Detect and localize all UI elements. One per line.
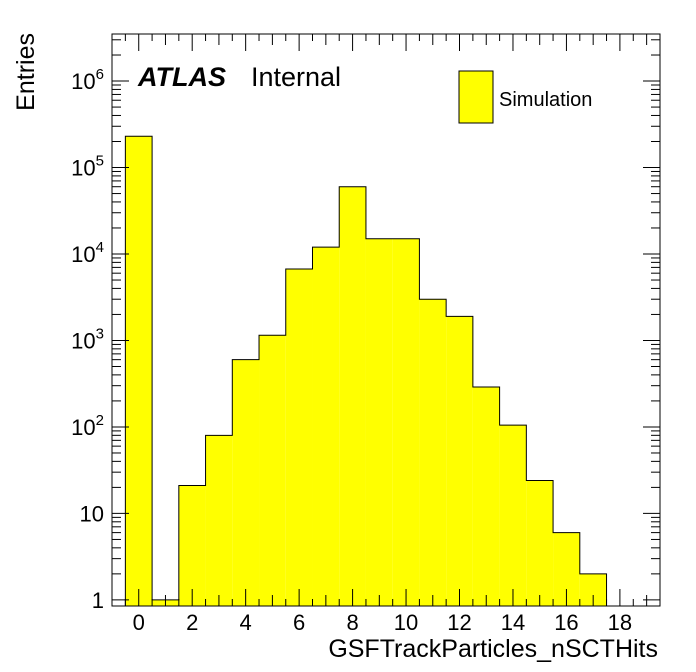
histogram-bar-2 <box>178 485 206 606</box>
y-tick-label: 105 <box>71 153 104 181</box>
plot-frame-border <box>111 33 661 607</box>
x-tick-label: 18 <box>608 610 632 635</box>
x-tick-label: 0 <box>133 610 145 635</box>
histogram-bar-11 <box>419 299 447 606</box>
histogram-bar-10 <box>392 238 420 607</box>
x-tick-label: 16 <box>554 610 578 635</box>
x-tick-label: 4 <box>240 610 252 635</box>
x-tick-label: 2 <box>186 610 198 635</box>
legend-label-simulation: Simulation <box>499 89 592 111</box>
histogram-bar-9 <box>365 238 393 607</box>
x-axis-title: GSFTrackParticles_nSCTHits <box>328 635 658 663</box>
histogram-bar-12 <box>446 316 473 606</box>
y-axis-title: Entries <box>12 33 40 111</box>
y-tick-label: 102 <box>71 412 104 440</box>
histogram-bar-4 <box>232 359 260 606</box>
x-tick-label: 14 <box>501 610 525 635</box>
histogram-bars <box>124 135 608 607</box>
histogram-bar-8 <box>339 186 366 606</box>
y-tick-label: 106 <box>71 66 104 94</box>
y-tick-label: 10 <box>80 501 104 526</box>
y-tick-label: 103 <box>71 325 104 353</box>
x-tick-label: 10 <box>394 610 418 635</box>
histogram-bar-5 <box>259 335 286 606</box>
y-tick-label: 1 <box>92 588 104 613</box>
histogram-bar-7 <box>312 247 340 606</box>
histogram-bar-6 <box>285 269 313 606</box>
y-tick-label: 104 <box>71 239 104 267</box>
histogram-bar-15 <box>526 480 554 606</box>
x-tick-label: 6 <box>293 610 305 635</box>
x-tick-labels: 0 2 4 6 8 10 12 14 16 18 <box>133 610 633 635</box>
axis-ticks <box>111 34 661 606</box>
histogram-outline <box>124 135 608 606</box>
y-tick-labels: 1 10 102 103 104 105 106 <box>71 66 104 613</box>
atlas-internal-label: Internal <box>251 62 341 92</box>
histogram-bar-13 <box>472 386 500 606</box>
x-tick-label: 12 <box>447 610 471 635</box>
histogram-bar-3 <box>205 435 233 606</box>
histogram-bar-14 <box>499 425 527 606</box>
atlas-label: ATLAS <box>137 62 226 92</box>
x-tick-label: 8 <box>346 610 358 635</box>
legend-swatch-simulation <box>458 70 494 124</box>
legend: Simulation <box>458 70 592 124</box>
plot-frame <box>111 33 661 607</box>
histogram-bar-0 <box>125 136 153 606</box>
